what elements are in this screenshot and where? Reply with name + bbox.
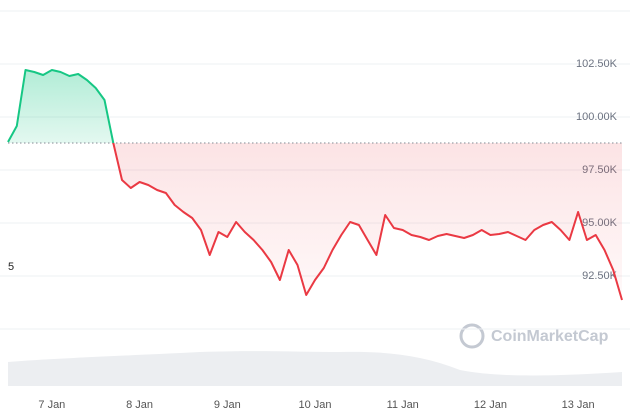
y-tick-label: 100.00K — [576, 111, 618, 123]
price-line — [7, 69, 623, 301]
watermark: CoinMarketCap — [459, 323, 609, 349]
x-tick-label: 9 Jan — [214, 399, 241, 411]
x-tick-label: 10 Jan — [298, 399, 331, 411]
y-tick-label: 92.50K — [582, 270, 618, 282]
watermark-text: CoinMarketCap — [491, 328, 609, 345]
x-tick-label: 8 Jan — [126, 399, 153, 411]
x-tick-label: 12 Jan — [474, 399, 507, 411]
x-tick-label: 13 Jan — [562, 399, 595, 411]
annotation: 5 — [8, 261, 14, 273]
x-tick-label: 7 Jan — [38, 399, 65, 411]
y-tick-label: 102.50K — [576, 58, 618, 70]
area-fill — [8, 70, 622, 300]
volume-area — [8, 351, 622, 386]
watermark-logo — [459, 323, 485, 349]
x-tick-label: 11 Jan — [387, 399, 419, 411]
